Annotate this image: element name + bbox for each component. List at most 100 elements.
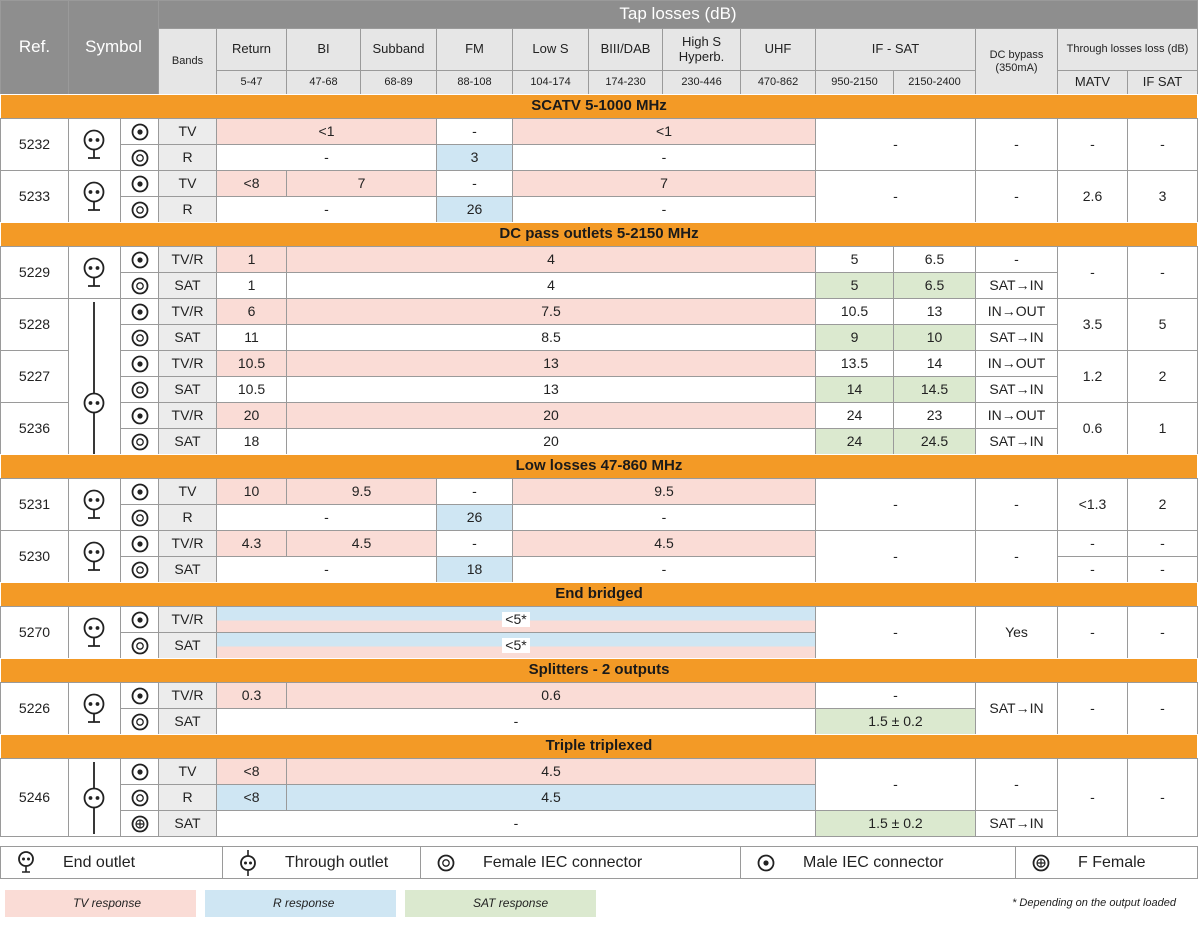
header-cell: Through losses loss (dB) [1057, 28, 1198, 71]
header-cell: 5-47 [216, 70, 287, 95]
icon [1032, 854, 1050, 871]
connector [120, 402, 159, 429]
connector [120, 298, 159, 325]
value-cell: - [975, 478, 1058, 531]
icon-part [135, 385, 144, 394]
value-cell: - [1057, 606, 1128, 659]
value-cell: 26 [436, 504, 513, 531]
band: TV [158, 758, 217, 785]
icon-part [88, 549, 92, 554]
icon [83, 617, 104, 647]
connector [120, 144, 159, 171]
band: TV/R [158, 606, 217, 633]
icon-part [437, 854, 455, 871]
header-cell: BI [286, 28, 361, 71]
icon-part [131, 789, 148, 806]
icon [83, 693, 104, 723]
icon-part [135, 281, 144, 290]
header-cell: 2150-2400 [893, 70, 976, 95]
icon-part [83, 257, 104, 278]
header-cell: Subband [360, 28, 437, 71]
value-cell: 7 [286, 170, 437, 197]
connector [120, 170, 159, 197]
icon-part [136, 488, 143, 495]
value-cell: 10.5 [216, 376, 287, 403]
value-cell: - [815, 758, 976, 811]
connector [120, 606, 159, 633]
value-cell: <5* [216, 632, 816, 659]
icon [131, 713, 148, 730]
value-cell: 24 [815, 402, 894, 429]
value-cell: - [815, 530, 976, 583]
value-cell: 4 [286, 246, 816, 273]
connector [120, 632, 159, 659]
connector [120, 556, 159, 583]
icon-part [249, 861, 252, 864]
icon [131, 433, 148, 450]
icon-part [131, 149, 148, 166]
icon-part [135, 793, 144, 802]
value-cell: 2.6 [1057, 170, 1128, 223]
value-cell: SAT→IN [975, 810, 1058, 837]
value-cell: 4.5 [286, 784, 816, 811]
icon-part [135, 717, 144, 726]
value-cell: 23 [893, 402, 976, 429]
icon-part [83, 489, 104, 510]
icon-part [22, 857, 25, 860]
icon-part [131, 509, 148, 526]
header-cell: MATV [1057, 70, 1128, 95]
value-cell: 4.5 [286, 758, 816, 785]
symbol [68, 606, 121, 659]
value-cell: 0.3 [216, 682, 287, 709]
icon-part [135, 565, 144, 574]
icon [131, 201, 148, 218]
legend-label: F Female [1078, 853, 1146, 871]
value-cell: 4 [286, 272, 816, 299]
legend-label: Male IEC connector [803, 853, 944, 871]
value-cell: - [1127, 606, 1198, 659]
value-cell: 1 [216, 272, 287, 299]
value-cell: 3 [436, 144, 513, 171]
icon [131, 535, 148, 552]
header-cell: DC bypass (350mA) [975, 28, 1058, 95]
value-cell: - [1127, 682, 1198, 735]
header-cell: Low S [512, 28, 589, 71]
icon-part [135, 205, 144, 214]
icon-part [131, 637, 148, 654]
band: TV/R [158, 246, 217, 273]
value-cell: 24 [815, 428, 894, 455]
symbol [68, 478, 121, 531]
symbol [68, 530, 121, 583]
value-cell: 9 [815, 324, 894, 351]
icon-part [95, 265, 99, 270]
value-cell: 3.5 [1057, 298, 1128, 351]
icon-part [136, 768, 143, 775]
icon-part [88, 795, 92, 800]
icon-part [136, 308, 143, 315]
value-cell: - [815, 170, 976, 223]
value-cell: - [1057, 246, 1128, 299]
icon-part [95, 189, 99, 194]
icon-part [95, 497, 99, 502]
value-cell: <1 [512, 118, 816, 145]
value-cell: 13 [286, 376, 816, 403]
icon [131, 407, 148, 424]
color-legend: TV response [5, 890, 196, 917]
legend-label: End outlet [63, 853, 136, 871]
icon [131, 687, 148, 704]
band: SAT [158, 708, 217, 735]
ref: 5230 [0, 530, 69, 583]
header-cell: Ref. [0, 0, 69, 95]
legend-item: Through outlet [222, 846, 421, 879]
value-cell: 5 [815, 246, 894, 273]
header-cell: 68-89 [360, 70, 437, 95]
value-cell: 9.5 [512, 478, 816, 505]
value-cell: 2 [1127, 478, 1198, 531]
section-title: Low losses 47-860 MHz [0, 454, 1198, 479]
icon-part [135, 333, 144, 342]
icon [83, 181, 104, 211]
value-cell: 5 [815, 272, 894, 299]
icon-part [88, 189, 92, 194]
icon [83, 257, 104, 287]
icon-part [88, 137, 92, 142]
